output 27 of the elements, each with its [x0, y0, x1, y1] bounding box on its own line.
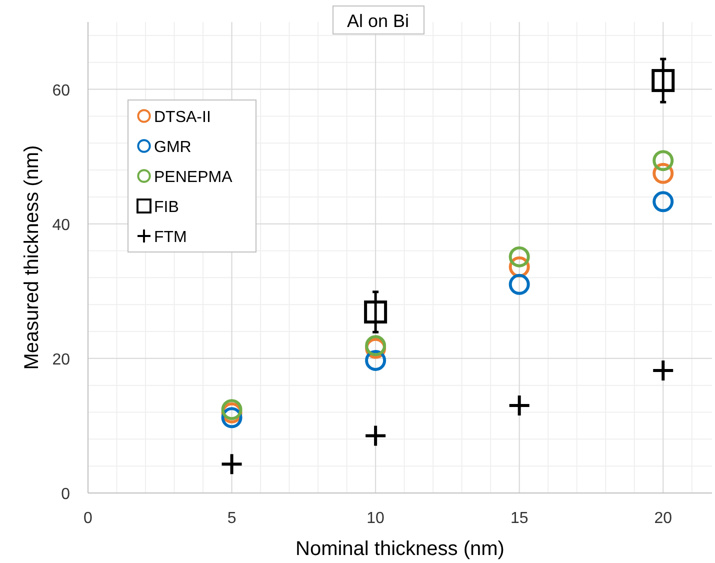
y-tick-label: 60 — [52, 82, 70, 100]
x-tick-label: 15 — [510, 510, 528, 527]
point — [366, 426, 386, 446]
x-tick-label: 5 — [227, 510, 236, 527]
point — [653, 360, 674, 381]
legend-label: FTM — [154, 229, 187, 246]
y-tick-label: 20 — [52, 351, 70, 368]
point — [222, 454, 242, 474]
point — [509, 396, 530, 416]
legend-label: PENEPMA — [154, 169, 233, 186]
x-axis-title: Nominal thickness (nm) — [296, 538, 504, 560]
point — [508, 246, 530, 268]
legend-label: DTSA-II — [154, 109, 211, 126]
chart-title: Al on Bi — [346, 11, 410, 31]
legend-label: GMR — [154, 139, 192, 156]
x-tick-label: 20 — [654, 510, 672, 527]
y-tick-label: 40 — [52, 216, 70, 234]
point — [652, 191, 674, 212]
legend-label: FIB — [154, 199, 179, 216]
point — [652, 69, 675, 92]
x-tick-label: 0 — [84, 510, 93, 527]
x-tick-label: 10 — [366, 510, 385, 527]
y-axis-title: Measured thickness (nm) — [21, 145, 43, 370]
point — [364, 300, 388, 324]
point — [652, 150, 674, 172]
y-tick-label: 0 — [61, 486, 70, 503]
point — [508, 274, 530, 295]
